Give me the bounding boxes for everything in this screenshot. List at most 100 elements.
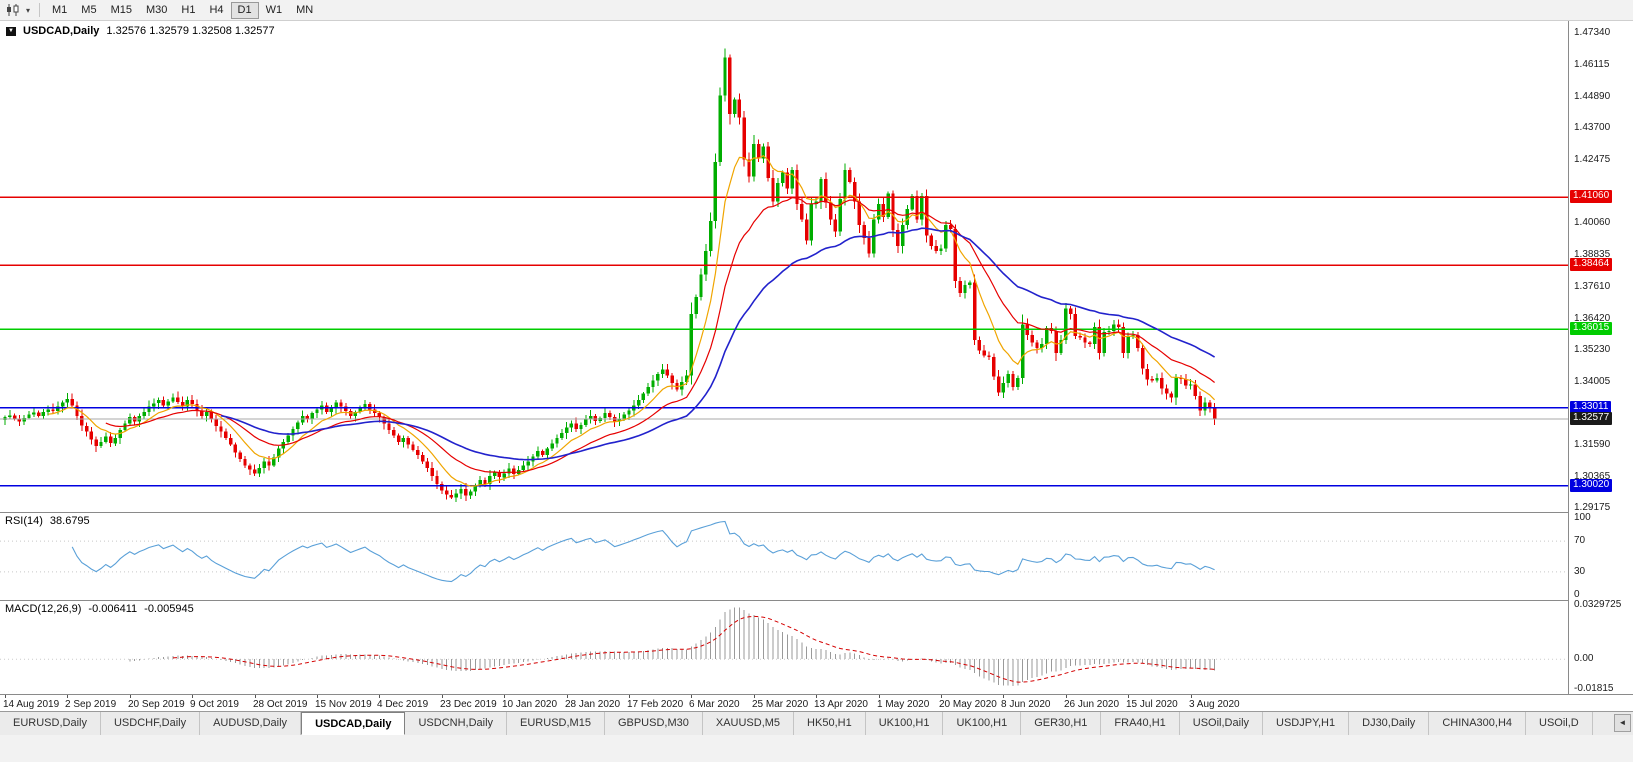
macd-scale-label: 0.00: [1574, 653, 1594, 664]
chart-tab-bar: EURUSD,Daily USDCHF,Daily AUDUSD,Daily USDC…: [0, 711, 1633, 735]
timeframe-button-m1[interactable]: M1: [45, 2, 74, 19]
rsi-panel[interactable]: [0, 513, 1568, 600]
price-tick-label: 1.29175: [1574, 502, 1611, 513]
time-tick: [1128, 695, 1129, 698]
time-tick: [754, 695, 755, 698]
time-axis[interactable]: 14 Aug 2019 2 Sep 2019 20 Sep 2019 9 Oct 20…: [0, 694, 1633, 711]
chart-tab-9-uk100-h1[interactable]: UK100,H1: [865, 712, 944, 735]
timeframe-button-w1[interactable]: W1: [259, 2, 290, 19]
date-label: 8 Jun 2020: [1001, 699, 1051, 710]
timeframe-button-mn[interactable]: MN: [289, 2, 320, 19]
chart-tab-14-usdjpy-h1[interactable]: USDJPY,H1: [1263, 712, 1350, 735]
chart-tab-12-fra40-h1[interactable]: FRA40,H1: [1101, 712, 1180, 735]
price-tick-label: 1.40060: [1574, 217, 1611, 228]
chart-tab-17-usoil-d[interactable]: USOil,D: [1526, 712, 1593, 735]
date-label: 9 Oct 2019: [190, 699, 239, 710]
date-label: 28 Oct 2019: [253, 699, 308, 710]
date-label: 1 May 2020: [877, 699, 930, 710]
time-tick: [1066, 695, 1067, 698]
timeframe-button-d1[interactable]: D1: [230, 1, 259, 19]
chart-tab-15-dj30-daily[interactable]: DJ30,Daily: [1349, 712, 1430, 735]
timeframe-button-m30[interactable]: M30: [139, 2, 174, 19]
time-tick: [442, 695, 443, 698]
date-label: 26 Jun 2020: [1064, 699, 1120, 710]
price-level-badge: 1.33011: [1570, 401, 1612, 414]
price-tick-label: 1.44890: [1574, 91, 1611, 102]
macd-scale-label: -0.01815: [1574, 683, 1614, 694]
date-label: 17 Feb 2020: [627, 699, 684, 710]
date-label: 23 Dec 2019: [440, 699, 497, 710]
time-tick: [1191, 695, 1192, 698]
time-tick: [255, 695, 256, 698]
time-tick: [67, 695, 68, 698]
chart-tab-2-audusd-daily[interactable]: AUDUSD,Daily: [200, 712, 302, 735]
chart-title-ohlc: 1.32576 1.32579 1.32508 1.32577: [106, 25, 275, 37]
rsi-title: RSI(14) 38.6795: [5, 515, 90, 527]
price-chart-panel[interactable]: [0, 21, 1568, 512]
time-tick: [879, 695, 880, 698]
tab-scroll-left-button[interactable]: ◄: [1614, 714, 1631, 732]
timeframe-button-h1[interactable]: H1: [174, 2, 202, 19]
price-level-badge: 1.30020: [1570, 479, 1613, 492]
chart-tab-5-eurusd-m15[interactable]: EURUSD,M15: [507, 712, 605, 735]
macd-histogram: [129, 607, 1216, 687]
price-level-badge: 1.36015: [1570, 322, 1613, 335]
macd-panel[interactable]: [0, 601, 1568, 694]
price-tick-label: 1.34005: [1574, 376, 1611, 387]
chart-menu-marker-icon[interactable]: ▼: [6, 26, 16, 36]
timeframe-buttons: M1 M5 M15 M30 H1 H4 D1 W1 MN: [45, 1, 320, 19]
price-tick-label: 1.43700: [1574, 122, 1611, 133]
chart-tab-13-usoil-daily[interactable]: USOil,Daily: [1179, 712, 1264, 735]
rsi-scale-label: 30: [1574, 566, 1586, 577]
panel-separator-macd[interactable]: [0, 600, 1633, 601]
rsi-scale-label: 0: [1574, 589, 1580, 600]
chart-tab-6-gbpusd-m30[interactable]: GBPUSD,M30: [604, 712, 703, 735]
time-tick: [130, 695, 131, 698]
macd-indicator-name: MACD(12,26,9): [5, 603, 82, 615]
panel-separator-rsi[interactable]: [0, 512, 1633, 513]
ma-21-line: [105, 196, 1215, 474]
chart-tab-0-eurusd-daily[interactable]: EURUSD,Daily: [0, 712, 101, 735]
time-tick: [691, 695, 692, 698]
timeframe-toolbar: ▾ M1 M5 M15 M30 H1 H4 D1 W1 MN: [0, 0, 1633, 21]
time-tick: [629, 695, 630, 698]
horizontal-level-lines: [0, 196, 1568, 487]
status-strip: [0, 735, 1633, 762]
date-label: 25 Mar 2020: [752, 699, 809, 710]
chart-tab-1-usdchf-daily[interactable]: USDCHF,Daily: [100, 712, 201, 735]
price-tick-label: 1.35230: [1574, 344, 1611, 355]
chart-type-dropdown-caret[interactable]: ▾: [25, 5, 30, 15]
price-tick-label: 1.38835: [1574, 249, 1611, 260]
chart-tab-8-hk50-h1[interactable]: HK50,H1: [794, 712, 866, 735]
chart-tab-10-uk100-h1[interactable]: UK100,H1: [943, 712, 1022, 735]
date-label: 3 Aug 2020: [1189, 699, 1240, 710]
price-axis[interactable]: 1.47340 1.46115 1.44890 1.43700 1.42475 1.400…: [1568, 21, 1633, 711]
price-tick-label: 1.42475: [1574, 154, 1611, 165]
macd-scale-label: 0.0329725: [1574, 599, 1622, 610]
macd-signal-line: [172, 615, 1215, 683]
time-tick: [192, 695, 193, 698]
chart-tab-7-xauusd-m5[interactable]: XAUUSD,M5: [702, 712, 795, 735]
moving-average-lines: [48, 154, 1216, 487]
date-label: 10 Jan 2020: [502, 699, 558, 710]
chart-tab-16-china300-h4[interactable]: CHINA300,H4: [1429, 712, 1527, 735]
rsi-indicator-value: 38.6795: [49, 515, 90, 527]
price-tick-label: 1.31590: [1574, 439, 1611, 450]
chart-tab-4-usdcnh-daily[interactable]: USDCNH,Daily: [405, 712, 508, 735]
timeframe-button-m15[interactable]: M15: [104, 2, 139, 19]
toolbar-separator: [39, 3, 40, 17]
macd-title: MACD(12,26,9) -0.006411 -0.005945: [5, 603, 194, 615]
chart-tab-11-ger30-h1[interactable]: GER30,H1: [1021, 712, 1102, 735]
chart-tab-3-usdcad-daily[interactable]: USDCAD,Daily: [301, 712, 406, 735]
rsi-line: [71, 520, 1215, 583]
date-label: 15 Nov 2019: [315, 699, 372, 710]
price-tick-label: 1.47340: [1574, 27, 1611, 38]
date-label: 4 Dec 2019: [377, 699, 429, 710]
time-tick: [379, 695, 380, 698]
timeframe-button-h4[interactable]: H4: [202, 2, 230, 19]
time-tick: [567, 695, 568, 698]
timeframe-button-m5[interactable]: M5: [74, 2, 103, 19]
chart-type-icon[interactable]: [4, 2, 22, 18]
time-tick: [816, 695, 817, 698]
time-tick: [504, 695, 505, 698]
